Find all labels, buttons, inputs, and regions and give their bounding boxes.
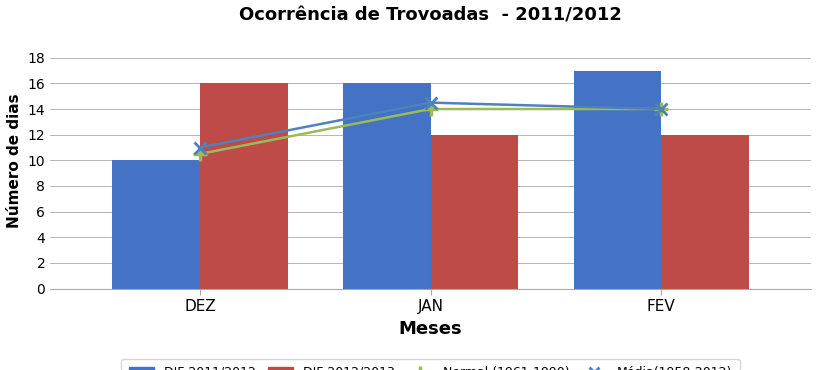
Title: Ocorrência de Trovoadas  - 2011/2012: Ocorrência de Trovoadas - 2011/2012: [239, 7, 622, 25]
Bar: [430, 135, 519, 289]
Y-axis label: Número de dias: Número de dias: [7, 93, 22, 228]
Bar: [343, 83, 430, 289]
Bar: [661, 135, 748, 289]
Legend: DJF 2011/2012, DJF 2012/2013, Normal (1961-1990), Média(1958-2012): DJF 2011/2012, DJF 2012/2013, Normal (19…: [121, 359, 739, 370]
Bar: [200, 83, 288, 289]
X-axis label: Meses: Meses: [398, 320, 462, 337]
Bar: [573, 71, 661, 289]
Bar: [112, 160, 200, 289]
